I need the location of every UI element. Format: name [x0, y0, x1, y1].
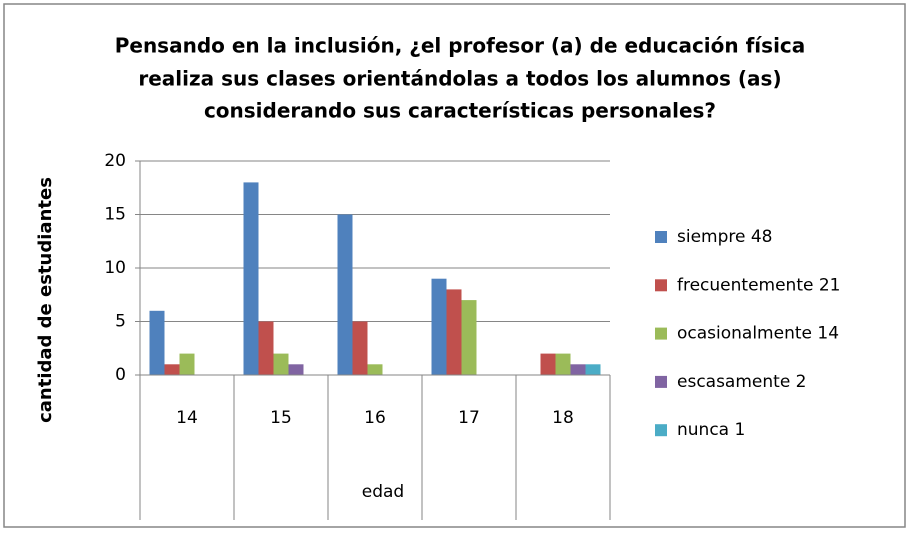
x-tick-label: 18	[552, 408, 574, 428]
legend-label: ocasionalmente 14	[677, 324, 839, 344]
chart-frame	[3, 3, 906, 528]
bar	[446, 289, 462, 375]
y-axis-label: cantidad de estudiantes	[35, 177, 56, 423]
y-tick-label: 10	[104, 258, 126, 278]
chart-title: Pensando en la inclusión, ¿el profesor (…	[115, 34, 806, 58]
bar	[585, 364, 601, 375]
y-tick-label: 0	[115, 365, 126, 385]
bar	[570, 364, 586, 375]
x-tick-label: 14	[176, 408, 198, 428]
bar	[540, 353, 556, 375]
legend-swatch	[655, 231, 667, 243]
x-tick-label: 16	[364, 408, 386, 428]
legend-swatch	[655, 327, 667, 340]
bar	[258, 321, 274, 375]
legend-swatch	[655, 279, 667, 292]
bar	[273, 353, 289, 375]
x-axis-label: edad	[362, 482, 404, 502]
bar	[461, 300, 477, 375]
legend-label: nunca 1	[677, 420, 745, 440]
bar	[367, 364, 383, 375]
bar	[243, 182, 259, 375]
legend-label: escasamente 2	[677, 372, 807, 392]
y-tick-label: 15	[104, 205, 126, 225]
bar	[555, 353, 571, 375]
legend-label: frecuentemente 21	[677, 275, 841, 295]
bar	[288, 364, 304, 375]
chart-title: realiza sus clases orientándolas a todos…	[138, 67, 781, 91]
legend-swatch	[655, 424, 667, 437]
legend-label: siempre 48	[677, 227, 773, 247]
bar	[164, 364, 180, 375]
legend-swatch	[655, 375, 667, 388]
bar	[431, 278, 447, 375]
x-tick-label: 17	[458, 408, 480, 428]
chart-title: considerando sus características persona…	[204, 99, 716, 123]
y-tick-label: 5	[115, 312, 126, 332]
bar	[149, 310, 165, 375]
bar	[179, 353, 195, 375]
x-tick-label: 15	[270, 408, 292, 428]
bar	[337, 214, 353, 375]
bar	[352, 321, 368, 375]
y-tick-label: 20	[104, 151, 126, 171]
